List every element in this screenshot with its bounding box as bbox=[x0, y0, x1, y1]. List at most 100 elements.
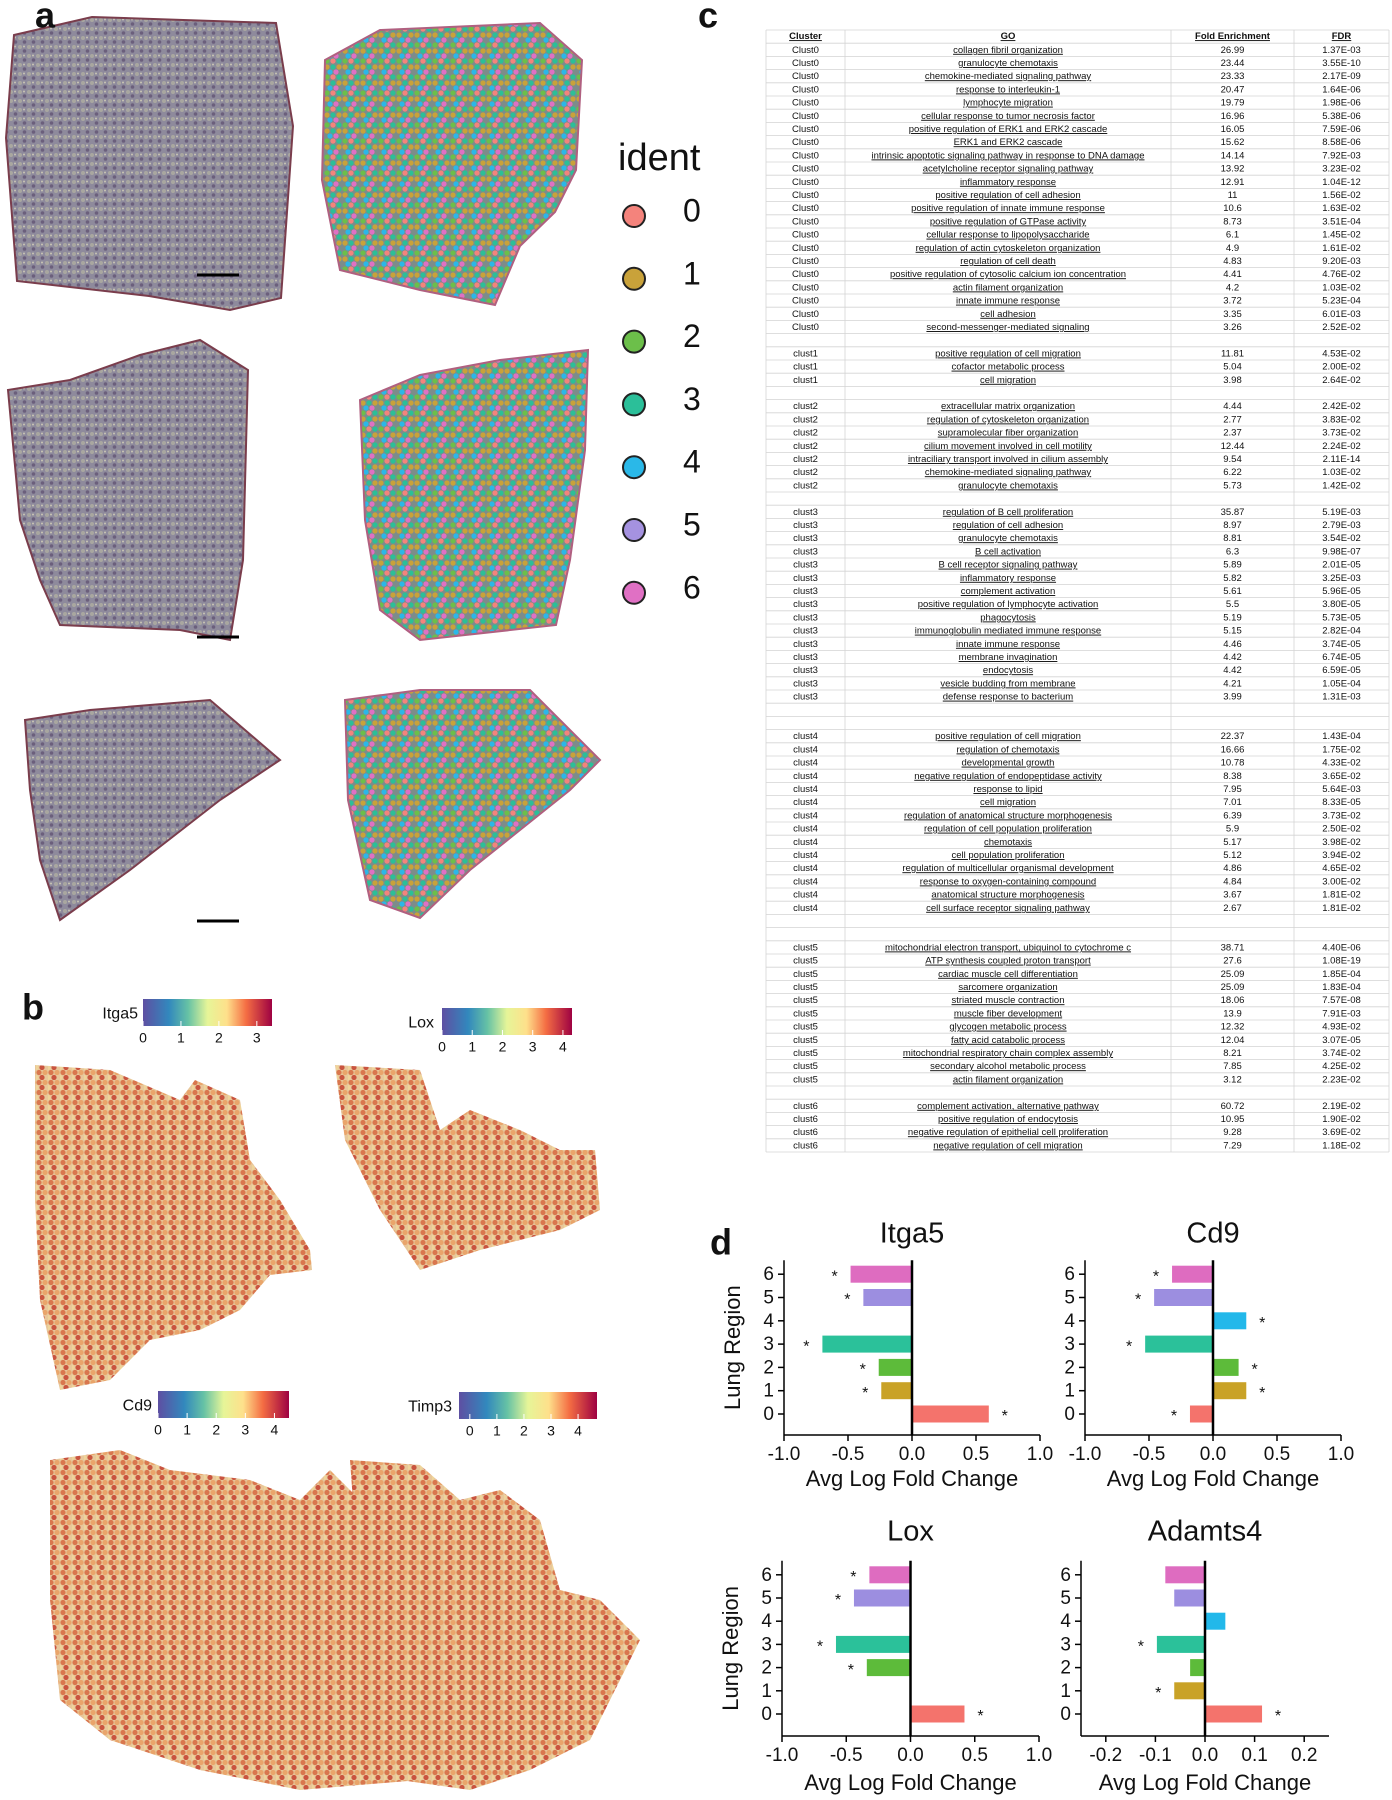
table-cluster: Clust0 bbox=[792, 71, 819, 82]
table-fdr: 1.03E-02 bbox=[1322, 467, 1361, 478]
table-cluster: Clust0 bbox=[792, 137, 819, 148]
table-fdr: 6.59E-05 bbox=[1322, 665, 1361, 676]
table-fold-enrichment: 19.79 bbox=[1221, 98, 1245, 109]
cluster-image bbox=[320, 21, 584, 307]
table-cluster: clust4 bbox=[793, 810, 818, 821]
table-fdr: 4.76E-02 bbox=[1322, 269, 1361, 280]
table-fdr: 5.96E-05 bbox=[1322, 586, 1361, 597]
table-header: Cluster bbox=[789, 31, 822, 42]
x-tick-label: 0.5 bbox=[962, 1745, 988, 1766]
y-tick-label: 6 bbox=[761, 1565, 772, 1586]
table-go-term: cofactor metabolic process bbox=[952, 362, 1065, 373]
table-fold-enrichment: 10.95 bbox=[1221, 1114, 1245, 1125]
table-fold-enrichment: 3.67 bbox=[1223, 890, 1242, 901]
table-go-term: supramolecular fiber organization bbox=[938, 428, 1078, 439]
table-go-term: granulocyte chemotaxis bbox=[958, 533, 1058, 544]
table-fold-enrichment: 6.39 bbox=[1223, 810, 1242, 821]
table-go-term: defense response to bacterium bbox=[943, 692, 1074, 703]
tissue-image bbox=[23, 698, 282, 922]
table-fold-enrichment: 22.37 bbox=[1221, 731, 1245, 742]
table-fdr: 5.19E-03 bbox=[1322, 507, 1361, 518]
colorbar bbox=[143, 999, 272, 1026]
table-cluster: clust3 bbox=[793, 678, 818, 689]
table-fdr: 7.92E-03 bbox=[1322, 150, 1361, 161]
table-go-term: inflammatory response bbox=[960, 177, 1056, 188]
y-tick-label: 1 bbox=[761, 1681, 772, 1702]
x-tick-label: 0.0 bbox=[1192, 1745, 1218, 1766]
y-tick-label: 2 bbox=[1064, 1357, 1075, 1378]
table-go-term: endocytosis bbox=[983, 665, 1033, 676]
table-go-term: chemokine-mediated signaling pathway bbox=[925, 467, 1092, 478]
legend-label: 0 bbox=[683, 192, 701, 228]
significance-mark: * bbox=[835, 1592, 841, 1609]
table-fdr: 5.73E-05 bbox=[1322, 612, 1361, 623]
colorbar-label: Lox bbox=[408, 1015, 434, 1032]
y-tick-label: 2 bbox=[763, 1357, 774, 1378]
table-fdr: 3.73E-02 bbox=[1322, 810, 1361, 821]
table-fold-enrichment: 5.73 bbox=[1223, 480, 1242, 491]
table-fdr: 1.75E-02 bbox=[1322, 744, 1361, 755]
table-cluster: clust4 bbox=[793, 837, 818, 848]
bar bbox=[1205, 1612, 1226, 1630]
table-fold-enrichment: 5.5 bbox=[1226, 599, 1239, 610]
x-tick-label: 0.5 bbox=[963, 1444, 989, 1465]
table-cluster: clust5 bbox=[793, 995, 818, 1006]
table-fold-enrichment: 4.42 bbox=[1223, 665, 1242, 676]
cluster-image bbox=[343, 689, 602, 920]
table-fold-enrichment: 12.04 bbox=[1221, 1035, 1245, 1046]
table-fdr: 9.98E-07 bbox=[1322, 546, 1361, 557]
table-fdr: 3.65E-02 bbox=[1322, 771, 1361, 782]
table-fdr: 8.58E-06 bbox=[1322, 137, 1361, 148]
table-fold-enrichment: 3.72 bbox=[1223, 296, 1242, 307]
table-fdr: 1.83E-04 bbox=[1322, 982, 1361, 993]
panel-label: c bbox=[698, 0, 718, 36]
table-fold-enrichment: 11 bbox=[1228, 190, 1238, 201]
table-fold-enrichment: 4.9 bbox=[1226, 243, 1239, 254]
legend-swatch bbox=[622, 455, 646, 480]
table-fdr: 1.03E-02 bbox=[1322, 282, 1361, 293]
significance-mark: * bbox=[1171, 1408, 1177, 1425]
x-tick-label: -0.5 bbox=[1133, 1444, 1166, 1465]
table-go-term: intraciliary transport involved in ciliu… bbox=[908, 454, 1108, 465]
table-fdr: 5.38E-06 bbox=[1322, 111, 1361, 122]
y-tick-label: 3 bbox=[763, 1334, 774, 1355]
colorbar-tick-label: 1 bbox=[177, 1030, 185, 1046]
y-tick-label: 3 bbox=[761, 1634, 772, 1655]
table-cluster: Clust0 bbox=[792, 216, 819, 227]
significance-mark: * bbox=[803, 1338, 809, 1355]
table-fold-enrichment: 5.61 bbox=[1223, 586, 1242, 597]
panel-label: d bbox=[710, 1222, 732, 1263]
table-go-term: granulocyte chemotaxis bbox=[958, 58, 1058, 69]
bar bbox=[1165, 1566, 1205, 1584]
bar bbox=[835, 1635, 911, 1653]
table-go-term: cellular response to lipopolysaccharide bbox=[926, 230, 1089, 241]
colorbar-tick-label: 0 bbox=[466, 1423, 474, 1439]
x-tick-label: -0.5 bbox=[832, 1444, 865, 1465]
table-go-term: secondary alcohol metabolic process bbox=[930, 1061, 1086, 1072]
table-fold-enrichment: 5.17 bbox=[1223, 837, 1242, 848]
legend-title: ident bbox=[618, 137, 701, 179]
x-axis-label: Avg Log Fold Change bbox=[1099, 1770, 1311, 1795]
table-cluster: clust2 bbox=[793, 454, 818, 465]
table-fold-enrichment: 5.04 bbox=[1223, 362, 1242, 373]
table-fold-enrichment: 8.21 bbox=[1223, 1048, 1242, 1059]
table-go-term: inflammatory response bbox=[960, 573, 1056, 584]
table-cluster: clust5 bbox=[793, 969, 818, 980]
table-fdr: 2.23E-02 bbox=[1322, 1074, 1361, 1085]
table-fold-enrichment: 12.91 bbox=[1221, 177, 1245, 188]
table-go-term: regulation of cell adhesion bbox=[953, 520, 1063, 531]
table-fold-enrichment: 4.46 bbox=[1223, 639, 1242, 650]
table-fdr: 1.81E-02 bbox=[1322, 890, 1361, 901]
table-fdr: 2.11E-14 bbox=[1323, 454, 1361, 465]
table-fdr: 4.25E-02 bbox=[1322, 1061, 1361, 1072]
bar bbox=[822, 1335, 912, 1353]
table-cluster: clust3 bbox=[793, 507, 818, 518]
table-fold-enrichment: 26.99 bbox=[1221, 45, 1245, 56]
table-fdr: 1.90E-02 bbox=[1322, 1114, 1361, 1125]
table-cluster: Clust0 bbox=[792, 230, 819, 241]
table-fold-enrichment: 4.83 bbox=[1223, 256, 1242, 267]
table-cluster: clust3 bbox=[793, 626, 818, 637]
significance-mark: * bbox=[844, 1292, 850, 1309]
table-cluster: clust2 bbox=[793, 401, 818, 412]
bar bbox=[1172, 1265, 1213, 1283]
